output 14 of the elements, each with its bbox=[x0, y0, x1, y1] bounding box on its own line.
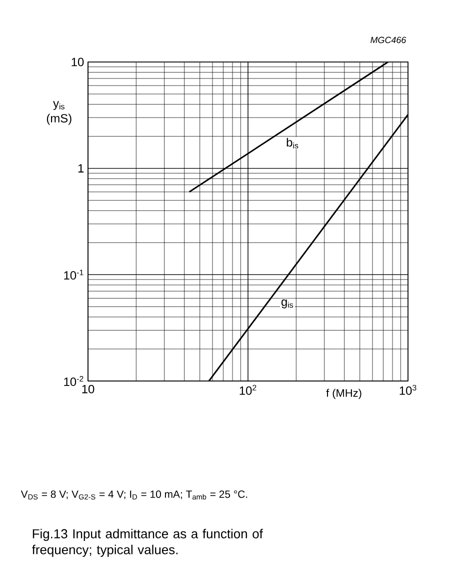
y-tick-label: 10 bbox=[72, 58, 84, 66]
text: Fig.13 Input admittance as a function of frequency; typical values. bbox=[32, 528, 263, 557]
x-tick-label: 10 bbox=[82, 384, 94, 394]
series-label: g$_{is}$ bbox=[281, 299, 294, 308]
y-tick-label: 10$^{-1}$ bbox=[64, 270, 84, 280]
x-tick-label: 10$^{3}$ bbox=[400, 384, 416, 395]
text: V$_{DS}$ = 8 V; V$_{G2-S}$ = 4 V; I$_{D}$ = 10 mA; T$_{amb}$ = 25 °C. bbox=[20, 490, 248, 500]
y-axis-title: y$_{is}$ (mS) bbox=[46, 101, 72, 125]
x-axis-title: f (MHz) bbox=[326, 388, 362, 400]
y-tick-label: 1 bbox=[78, 164, 84, 172]
x-tick-label: 10$^{2}$ bbox=[240, 384, 256, 395]
series-label: b$_{is}$ bbox=[286, 138, 298, 148]
text: MGC466 bbox=[370, 36, 406, 44]
y-tick-label: 10$^{-2}$ bbox=[64, 376, 84, 386]
